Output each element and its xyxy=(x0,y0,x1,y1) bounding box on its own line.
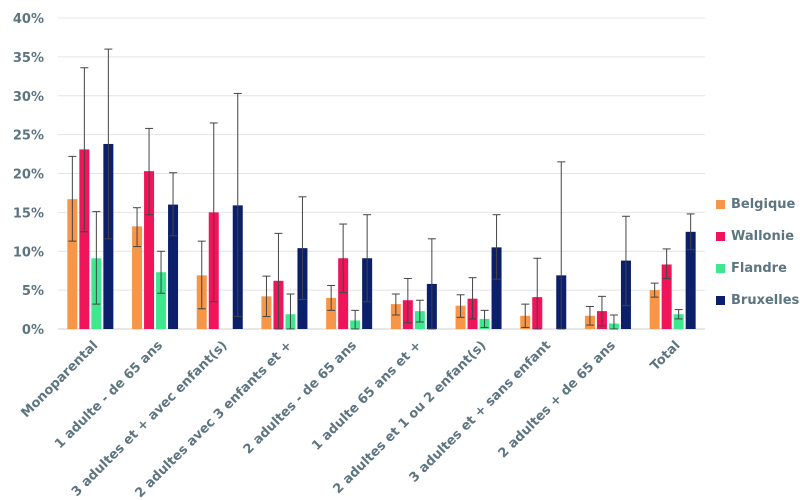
error-bar xyxy=(68,155,77,242)
legend-item-bruxelles: Bruxelles xyxy=(716,284,800,316)
x-tick-label: 1 adulte - de 65 ans xyxy=(52,338,166,452)
legend-item-belgique: Belgique xyxy=(716,188,800,220)
error-bar xyxy=(339,223,348,293)
legend-item-wallonie: Wallonie xyxy=(716,220,800,252)
bar-wallonie xyxy=(79,149,90,329)
bar-bruxelles xyxy=(491,247,502,329)
legend-label: Belgique xyxy=(731,196,796,212)
error-bar xyxy=(233,92,242,318)
y-axis: 0% 5% 10% 15% 20% 25% 30% 35% 40% xyxy=(13,12,44,338)
error-bar xyxy=(363,214,372,303)
error-bar xyxy=(391,293,400,316)
error-bar xyxy=(327,284,336,311)
legend: Belgique Wallonie Flandre Bruxelles xyxy=(716,188,800,316)
y-tick-label: 30% xyxy=(13,90,44,105)
bar-flandre xyxy=(673,314,684,329)
bar-bruxelles xyxy=(168,204,179,329)
gridlines xyxy=(58,17,705,330)
bar-belgique xyxy=(132,226,143,329)
error-bar xyxy=(427,238,436,330)
error-bar xyxy=(157,250,166,294)
legend-swatch xyxy=(716,263,725,273)
error-bar xyxy=(169,172,178,237)
error-bar xyxy=(274,232,283,330)
bar-flandre xyxy=(156,272,167,329)
y-tick-label: 0% xyxy=(22,323,44,338)
error-bar xyxy=(585,305,594,326)
bar-belgique xyxy=(67,199,78,329)
legend-swatch xyxy=(716,231,725,241)
y-tick-label: 35% xyxy=(13,51,44,66)
error-bar xyxy=(415,299,424,323)
error-bar xyxy=(609,314,618,330)
error-bar xyxy=(209,122,218,303)
legend-label: Bruxelles xyxy=(731,292,800,308)
bar-belgique xyxy=(326,297,337,329)
y-tick-label: 25% xyxy=(13,129,44,144)
x-tick-label: 2 adultes - de 65 ans xyxy=(241,338,360,457)
error-bar xyxy=(480,309,489,328)
error-bar xyxy=(133,207,142,248)
error-bar xyxy=(686,213,695,251)
error-bar xyxy=(521,303,530,328)
error-bar xyxy=(533,257,542,330)
error-bars xyxy=(68,48,695,330)
error-bar xyxy=(286,293,295,330)
legend-item-flandre: Flandre xyxy=(716,252,800,284)
error-bar xyxy=(621,215,630,307)
legend-swatch xyxy=(716,199,725,209)
error-bar xyxy=(468,277,477,320)
error-bar xyxy=(80,67,89,233)
y-tick-label: 10% xyxy=(13,245,44,260)
bars xyxy=(67,143,696,329)
error-bar xyxy=(298,196,307,300)
bar-bruxelles xyxy=(685,231,696,329)
bar-belgique xyxy=(390,304,401,329)
error-bar xyxy=(557,161,566,330)
error-bar xyxy=(104,48,113,240)
bar-belgique xyxy=(649,290,660,329)
bar-wallonie xyxy=(144,171,155,329)
y-tick-label: 20% xyxy=(13,168,44,183)
error-bar xyxy=(92,211,101,305)
error-bar xyxy=(262,275,271,318)
error-bar xyxy=(597,295,606,327)
x-tick-label: 3 adultes et + sans enfant xyxy=(407,338,555,486)
error-bar xyxy=(197,240,206,310)
bar-wallonie xyxy=(661,264,672,329)
error-bar xyxy=(662,248,671,279)
error-bar xyxy=(351,309,360,330)
error-bar xyxy=(456,294,465,318)
y-tick-label: 40% xyxy=(13,12,44,27)
error-bar xyxy=(492,214,501,280)
legend-label: Wallonie xyxy=(731,228,795,244)
error-bar xyxy=(674,309,683,320)
legend-label: Flandre xyxy=(731,260,787,276)
x-tick-label: 2 adultes + de 65 ans xyxy=(496,338,619,461)
error-bar xyxy=(650,282,659,298)
error-bar xyxy=(145,127,154,216)
legend-swatch xyxy=(716,295,725,305)
error-bar xyxy=(403,277,412,324)
y-tick-label: 15% xyxy=(13,206,44,221)
x-tick-label: 1 adulte 65 ans et + xyxy=(309,338,424,453)
x-tick-label: Total xyxy=(648,338,684,374)
y-tick-label: 5% xyxy=(22,284,44,299)
bar-wallonie xyxy=(338,258,349,329)
